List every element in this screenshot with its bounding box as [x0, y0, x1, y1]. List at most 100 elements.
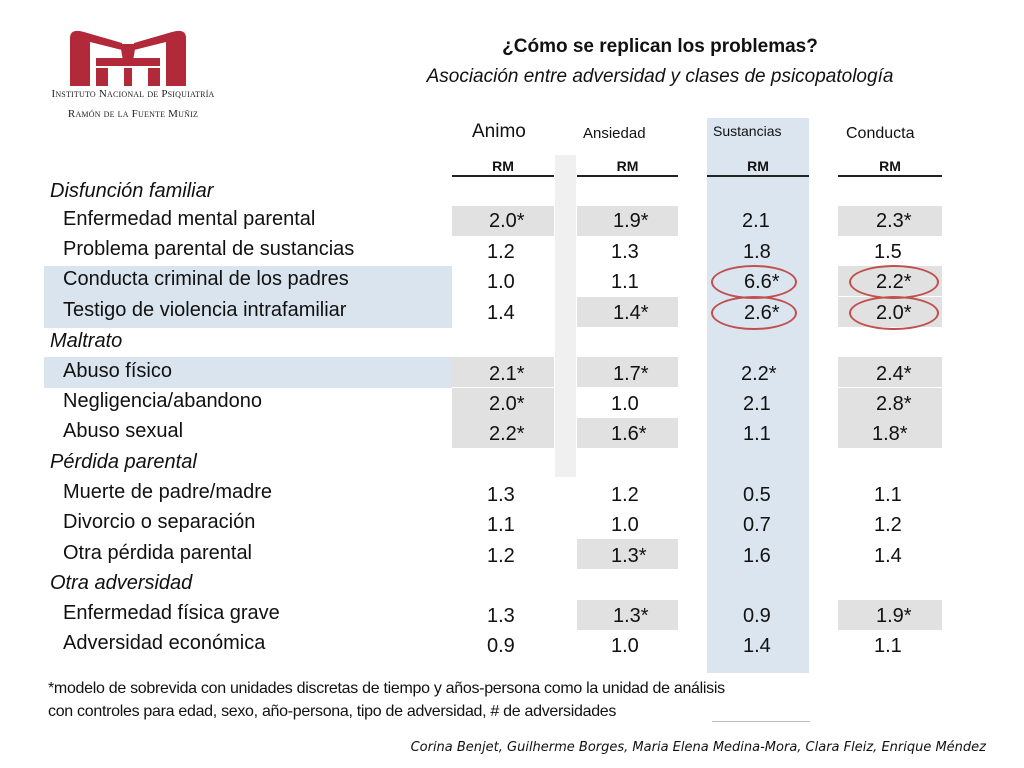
column-header-conducta: Conducta: [846, 125, 915, 142]
row-label: Muerte de padre/madre: [63, 481, 273, 503]
value-cell: 2.2*: [741, 363, 777, 385]
value-cell: 0.7: [743, 514, 771, 536]
value-cell: 1.1: [874, 635, 902, 657]
column-header-animo: Animo: [472, 121, 526, 142]
value-cell: 1.1: [611, 271, 639, 293]
header-rule: [838, 175, 942, 177]
column-header-ansiedad: Ansiedad: [583, 125, 646, 142]
shade-cell: [577, 297, 678, 327]
header-rule: [452, 175, 554, 177]
category-otra-adversidad: Otra adversidad: [50, 572, 193, 594]
stat-label: RM: [747, 158, 769, 174]
institution-subname: Ramón de la Fuente Muñiz: [67, 108, 199, 120]
value-cell: 0.5: [743, 484, 771, 506]
row-label: Negligencia/abandono: [63, 390, 263, 412]
column-header-sustancias: Sustancias: [713, 123, 782, 139]
value-cell: 1.2: [487, 545, 515, 567]
value-cell: 1.4: [743, 635, 771, 657]
page-title: ¿Cómo se replican los problemas?: [502, 36, 818, 57]
shade-cell: [577, 600, 678, 630]
value-cell: 2.2*: [489, 423, 525, 445]
value-cell: 1.0: [611, 635, 639, 657]
row-label: Enfermedad mental parental: [63, 208, 316, 230]
stat-label: RM: [492, 158, 514, 174]
value-cell: 1.6: [743, 545, 771, 567]
value-cell: 1.3*: [611, 545, 647, 567]
stat-label: RM: [616, 158, 639, 174]
category-maltrato: Maltrato: [50, 330, 123, 352]
value-cell: 2.4*: [876, 363, 912, 385]
footnote-line-1: *modelo de sobrevida con unidades discre…: [48, 680, 725, 697]
highlight-circle: [849, 296, 939, 330]
shade-cell: [577, 539, 678, 569]
highlight-circle: [711, 296, 797, 330]
value-cell: 1.3: [611, 241, 639, 263]
value-cell: 2.0*: [489, 393, 525, 415]
value-cell: 1.4: [487, 302, 515, 324]
value-cell: 1.1: [874, 484, 902, 506]
value-cell: 1.9*: [876, 605, 912, 627]
institution-logo: Instituto Nacional de Psiquiatría Ramón …: [38, 28, 228, 128]
shade-cell: [838, 357, 942, 387]
value-cell: 2.8*: [876, 393, 912, 415]
value-cell: 1.9*: [613, 210, 649, 232]
category-disfuncion-familiar: Disfunción familiar: [50, 180, 214, 202]
stat-label: RM: [879, 158, 901, 174]
row-label: Abuso físico: [63, 360, 172, 382]
category-perdida-parental: Pérdida parental: [50, 451, 197, 473]
value-cell: 1.1: [743, 423, 771, 445]
highlight-band-abuso-fisico: [44, 357, 452, 388]
footnote-line-2: con controles para edad, sexo, año-perso…: [48, 703, 617, 720]
row-label: Enfermedad física grave: [63, 602, 280, 624]
row-label: Conducta criminal de los padres: [63, 268, 349, 290]
value-cell: 1.4: [874, 545, 902, 567]
shade-cell: [577, 418, 678, 448]
value-cell: 1.2: [487, 241, 515, 263]
shade-cell: [838, 206, 942, 236]
value-cell: 1.2: [874, 514, 902, 536]
institution-logo-icon: [70, 30, 186, 86]
value-cell: 1.8*: [872, 423, 908, 445]
shade-cell: [838, 388, 942, 418]
shade-cell: [452, 206, 554, 236]
value-cell: 1.3: [487, 484, 515, 506]
value-cell: 1.4*: [613, 302, 649, 324]
highlight-circle: [711, 265, 797, 299]
row-label: Divorcio o separación: [63, 511, 256, 533]
shade-cell: [577, 206, 678, 236]
value-cell: 1.6*: [611, 423, 647, 445]
row-label: Abuso sexual: [63, 420, 184, 442]
value-cell: 0.9: [743, 605, 771, 627]
value-cell: 1.7*: [613, 363, 649, 385]
highlight-band-criminal: [44, 266, 452, 328]
footnote-rule: [712, 721, 810, 722]
separator-column-background: [555, 155, 576, 477]
page-subtitle: Asociación entre adversidad y clases de …: [426, 66, 894, 87]
highlight-circle: [849, 265, 939, 299]
row-label: Adversidad económica: [63, 632, 266, 654]
header-rule: [707, 175, 809, 177]
value-cell: 1.0: [611, 514, 639, 536]
value-cell: 1.5: [874, 241, 902, 263]
value-cell: 0.9: [487, 635, 515, 657]
institution-name: Instituto Nacional de Psiquiatría: [51, 88, 215, 100]
value-cell: 2.1: [742, 210, 770, 232]
shade-cell: [838, 600, 942, 630]
shade-cell: [452, 357, 554, 387]
shade-cell: [577, 357, 678, 387]
shade-cell: [838, 418, 942, 448]
value-cell: 2.1: [743, 393, 771, 415]
row-label: Otra pérdida parental: [63, 542, 253, 564]
header-rule: [577, 175, 678, 177]
value-cell: 1.8: [743, 241, 771, 263]
value-cell: 1.3*: [613, 605, 649, 627]
value-cell: 2.0*: [489, 210, 525, 232]
row-label: Testigo de violencia intrafamiliar: [63, 299, 347, 321]
value-cell: 2.3*: [876, 210, 912, 232]
value-cell: 1.2: [611, 484, 639, 506]
value-cell: 1.0: [487, 271, 515, 293]
value-cell: 1.0: [611, 393, 639, 415]
row-label: Problema parental de sustancias: [63, 238, 355, 260]
value-cell: 1.1: [487, 514, 515, 536]
value-cell: 1.3: [487, 605, 515, 627]
